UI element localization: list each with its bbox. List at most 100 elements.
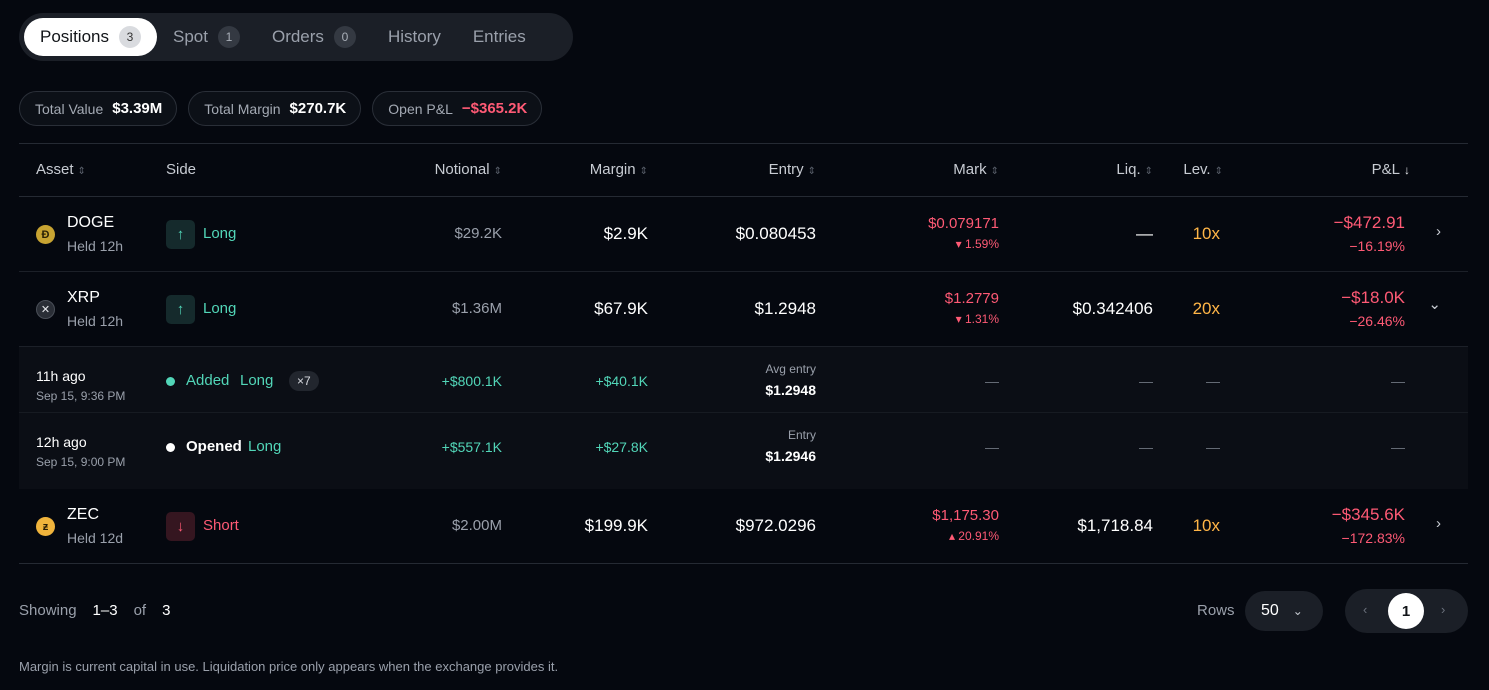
table-row[interactable]: ✕ XRP Held 12h ↑ Long $1.36M $67.9K $1.2… bbox=[19, 272, 1468, 347]
liq-empty: — bbox=[1139, 373, 1153, 389]
col-asset[interactable]: Asset ⇕ bbox=[36, 161, 86, 178]
tab-spot[interactable]: Spot 1 bbox=[157, 18, 256, 56]
sort-icon: ⇕ bbox=[77, 166, 86, 177]
asset-symbol: DOGE bbox=[67, 214, 115, 231]
rows-label: Rows bbox=[1197, 602, 1235, 619]
doge-coin-icon: Ð bbox=[36, 225, 55, 244]
col-notional[interactable]: Notional ⇕ bbox=[435, 161, 502, 178]
col-label: Margin bbox=[589, 161, 636, 178]
col-label: Notional bbox=[434, 161, 490, 178]
col-label: Lev. bbox=[1183, 161, 1211, 178]
rows-per-page-select[interactable]: 50 ⌄ bbox=[1245, 591, 1323, 631]
sort-icon: ⇕ bbox=[1144, 166, 1153, 177]
entry-price: $1.2948 bbox=[754, 299, 816, 318]
chevron-right-icon[interactable]: › bbox=[1436, 223, 1441, 240]
table-row[interactable]: ƶ ZEC Held 12d ↓ Short $2.00M $199.9K $9… bbox=[19, 489, 1468, 564]
tab-orders[interactable]: Orders 0 bbox=[256, 18, 372, 56]
col-label: Liq. bbox=[1116, 161, 1141, 178]
tab-label: Spot bbox=[172, 27, 208, 46]
showing-summary: Showing 1–3 of 3 bbox=[19, 602, 170, 619]
col-liq[interactable]: Liq. ⇕ bbox=[1116, 161, 1153, 178]
stat-value: −$365.2K bbox=[461, 100, 528, 117]
added-dot-icon bbox=[166, 377, 175, 386]
page-button[interactable]: 1 bbox=[1388, 593, 1424, 629]
arrow-up-icon: ↑ bbox=[166, 295, 195, 324]
liq-price: $0.342406 bbox=[1072, 299, 1153, 318]
zec-coin-icon: ƶ bbox=[36, 517, 55, 536]
asset-symbol: XRP bbox=[67, 289, 100, 306]
stat-label: Total Value bbox=[35, 100, 104, 117]
event-margin: +$40.1K bbox=[595, 373, 648, 389]
entry-event-row: 12h ago Sep 15, 9:00 PM Opened Long +$55… bbox=[19, 413, 1468, 489]
tab-entries[interactable]: Entries bbox=[457, 18, 542, 56]
margin-value: $2.9K bbox=[603, 224, 648, 243]
total-value-pill: Total Value $3.39M bbox=[19, 91, 178, 126]
event-action: Opened bbox=[186, 438, 242, 455]
mark-change: ▴ 20.91% bbox=[948, 529, 999, 543]
chevron-down-icon[interactable]: ⌄ bbox=[1428, 296, 1441, 313]
tab-label: History bbox=[387, 27, 441, 46]
xrp-coin-icon: ✕ bbox=[36, 300, 55, 319]
col-margin[interactable]: Margin ⇕ bbox=[590, 161, 648, 178]
held-duration: Held 12d bbox=[67, 530, 124, 546]
col-pnl[interactable]: P&L ↓ bbox=[1372, 161, 1410, 178]
side-label: Long bbox=[203, 225, 237, 242]
mark-price: $1.2779 bbox=[944, 290, 999, 307]
opened-dot-icon bbox=[166, 443, 175, 452]
pnl-value: −$18.0K bbox=[1341, 288, 1405, 307]
event-date: Sep 15, 9:36 PM bbox=[36, 389, 126, 403]
margin-value: $199.9K bbox=[584, 516, 648, 535]
pnl-empty: — bbox=[1391, 373, 1405, 389]
chevron-right-icon[interactable]: › bbox=[1436, 515, 1441, 532]
total-margin-pill: Total Margin $270.7K bbox=[188, 91, 362, 126]
pnl-percent: −26.46% bbox=[1349, 313, 1405, 329]
leverage: 10x bbox=[1192, 224, 1220, 243]
col-mark[interactable]: Mark ⇕ bbox=[953, 161, 999, 178]
arrow-down-icon: ↓ bbox=[166, 512, 195, 541]
liq-price: $1,718.84 bbox=[1077, 516, 1153, 535]
side-label: Long bbox=[203, 300, 237, 317]
count-badge: ×7 bbox=[289, 371, 319, 391]
showing-label: Showing bbox=[19, 602, 77, 619]
pnl-percent: −16.19% bbox=[1349, 238, 1405, 254]
tab-history[interactable]: History bbox=[372, 18, 457, 56]
tab-bar: Positions 3 Spot 1 Orders 0 History Entr… bbox=[19, 13, 573, 61]
sort-icon: ⇕ bbox=[990, 166, 999, 177]
stat-label: Open P&L bbox=[388, 100, 453, 117]
entry-value: $1.2946 bbox=[765, 448, 816, 464]
lev-empty: — bbox=[1206, 373, 1220, 389]
side-label: Short bbox=[203, 517, 239, 534]
notional-value: $2.00M bbox=[451, 517, 502, 534]
event-date: Sep 15, 9:00 PM bbox=[36, 455, 126, 469]
positions-table: Asset ⇕ Side Notional ⇕ Margin ⇕ Entry ⇕ Mar… bbox=[19, 143, 1468, 564]
pnl-value: −$472.91 bbox=[1333, 213, 1405, 232]
stat-label: Total Margin bbox=[204, 100, 281, 117]
leverage: 20x bbox=[1192, 299, 1220, 318]
event-notional: +$800.1K bbox=[441, 373, 502, 389]
lev-empty: — bbox=[1206, 439, 1220, 455]
sort-icon: ⇕ bbox=[807, 166, 816, 177]
table-footer: Showing 1–3 of 3 Rows 50 ⌄ ‹ 1 › bbox=[19, 589, 1468, 635]
event-side: Long bbox=[240, 372, 274, 389]
col-label: Mark bbox=[953, 161, 987, 178]
chevron-right-icon[interactable]: › bbox=[1441, 602, 1446, 617]
col-label: Asset bbox=[36, 161, 74, 178]
entry-label: Entry bbox=[787, 428, 816, 442]
pnl-percent: −172.83% bbox=[1341, 530, 1405, 546]
chevron-left-icon[interactable]: ‹ bbox=[1363, 602, 1368, 617]
col-entry[interactable]: Entry ⇕ bbox=[769, 161, 816, 178]
leverage: 10x bbox=[1192, 516, 1220, 535]
showing-total: 3 bbox=[162, 602, 171, 619]
col-lev[interactable]: Lev. ⇕ bbox=[1183, 161, 1223, 178]
sort-desc-icon: ↓ bbox=[1404, 163, 1410, 177]
asset-symbol: ZEC bbox=[67, 506, 99, 523]
sort-icon: ⇕ bbox=[1214, 166, 1223, 177]
table-row[interactable]: Ð DOGE Held 12h ↑ Long $29.2K $2.9K $0.0… bbox=[19, 197, 1468, 272]
mark-price: $0.079171 bbox=[928, 215, 999, 232]
pnl-value: −$345.6K bbox=[1331, 505, 1405, 524]
margin-value: $67.9K bbox=[594, 299, 648, 318]
tab-positions[interactable]: Positions 3 bbox=[24, 18, 157, 56]
footnote: Margin is current capital in use. Liquid… bbox=[19, 659, 559, 674]
col-label: Entry bbox=[768, 161, 804, 178]
event-margin: +$27.8K bbox=[595, 439, 648, 455]
